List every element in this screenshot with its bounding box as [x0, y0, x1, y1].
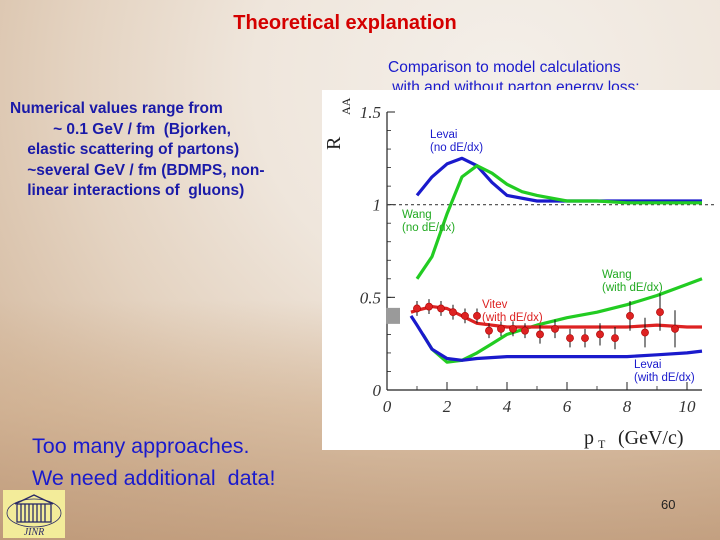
- data-point: [641, 328, 649, 337]
- data-point: [497, 324, 505, 333]
- y-tick-label: 1: [373, 196, 382, 215]
- label-wang-with-eloss-line2: (with dE/dx): [602, 282, 663, 294]
- data-point: [656, 308, 664, 317]
- series-levai-no-eloss: [415, 156, 702, 203]
- page-number: 60: [661, 497, 676, 512]
- data-point: [581, 334, 589, 343]
- systematic-error-box: [386, 307, 400, 324]
- data-point: [551, 324, 559, 333]
- data-point: [611, 334, 619, 343]
- label-wang-no-eloss-line2: (no dE/dx): [402, 222, 455, 234]
- label-wang-no-eloss-line1: Wang: [402, 209, 432, 221]
- label-vitev-with-eloss-line1: Vitev: [482, 299, 508, 311]
- label-levai-with-eloss-line2: (with dE/dx): [634, 372, 695, 384]
- logo-text: JINR: [24, 527, 45, 538]
- data-point: [473, 311, 481, 320]
- y-tick-label: 0.5: [360, 288, 381, 307]
- x-axis-label-sub: T: [598, 437, 606, 450]
- jinr-logo: JINR: [3, 490, 65, 538]
- data-point: [671, 324, 679, 333]
- x-tick-label: 8: [623, 397, 632, 416]
- label-vitev-with-eloss-line2: (with dE/dx): [482, 312, 543, 324]
- data-point: [425, 302, 433, 311]
- data-point: [521, 326, 529, 335]
- x-tick-label: 10: [679, 397, 697, 416]
- data-point: [566, 334, 574, 343]
- y-tick-label: 1.5: [360, 103, 381, 122]
- x-tick-label: 0: [383, 397, 392, 416]
- x-axis-unit: (GeV/c): [618, 427, 684, 449]
- conclusion-text: Too many approaches. We need additional …: [32, 434, 276, 490]
- series-levai-with-eloss: [409, 315, 703, 362]
- label-levai-with-eloss-line1: Levai: [634, 359, 662, 371]
- data-point: [437, 304, 445, 313]
- data-point: [485, 326, 493, 335]
- y-tick-label: 0: [373, 381, 382, 400]
- y-axis-label-sub: AA: [339, 97, 353, 115]
- x-tick-label: 4: [503, 397, 512, 416]
- data-point: [596, 330, 604, 339]
- logo-emblem-icon: [6, 494, 62, 528]
- data-point: [509, 324, 517, 333]
- logo-background: [3, 490, 65, 538]
- series-vitev-with-eloss: [410, 305, 702, 329]
- label-wang-with-eloss-line1: Wang: [602, 269, 632, 281]
- label-levai-no-eloss-line1: Levai: [430, 129, 458, 141]
- data-point: [449, 308, 457, 317]
- x-tick-label: 2: [443, 397, 452, 416]
- data-point: [461, 311, 469, 320]
- y-axis-label: R: [323, 136, 345, 150]
- slide-title: Theoretical explanation: [233, 12, 457, 34]
- numerical-values-text: Numerical values range from ~ 0.1 GeV / …: [10, 100, 265, 199]
- data-point: [536, 330, 544, 339]
- data-point: [413, 304, 421, 313]
- label-levai-no-eloss-line2: (no dE/dx): [430, 142, 483, 154]
- series-wang-no-eloss: [415, 164, 702, 280]
- x-tick-label: 6: [563, 397, 572, 416]
- x-axis-label: p: [584, 427, 594, 449]
- data-point: [626, 311, 634, 320]
